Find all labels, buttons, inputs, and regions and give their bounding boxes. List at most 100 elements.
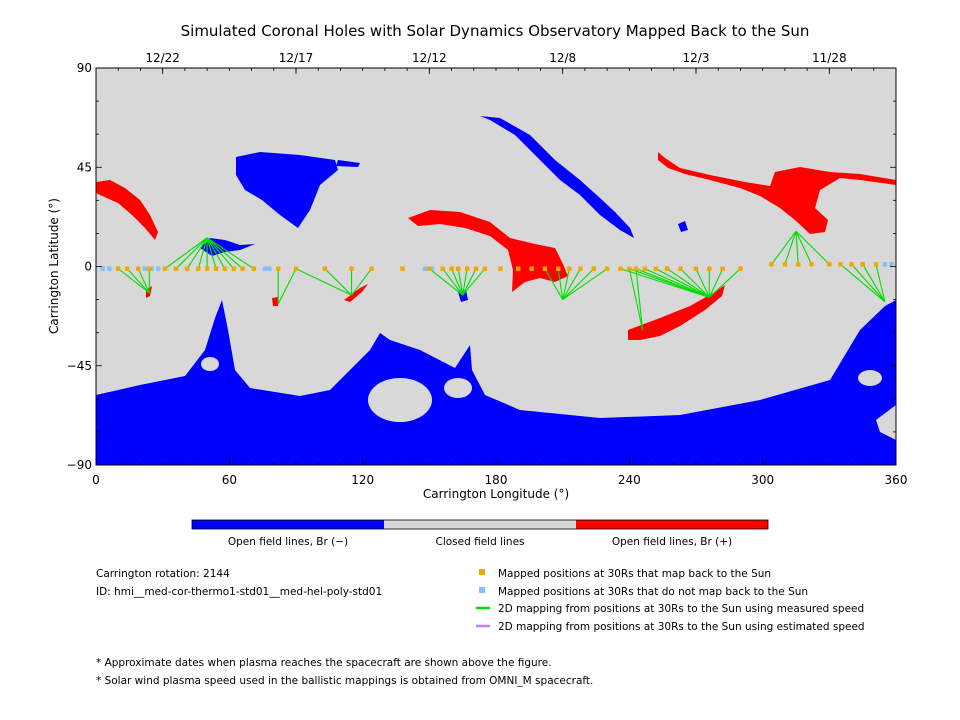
y-tick-label: 0 — [84, 260, 92, 274]
legend-unmapped-label: Mapped positions at 30Rs that do not map… — [498, 586, 808, 598]
model-id-text: ID: hmi__med-cor-thermo1-std01__med-hel-… — [96, 586, 382, 598]
mapping-line — [462, 268, 468, 296]
mapped-point — [473, 266, 479, 271]
legend-estimated-label: 2D mapping from positions at 30Rs to the… — [498, 621, 865, 633]
mapped-point — [578, 266, 583, 271]
mapping-line — [137, 268, 150, 294]
mapped-point — [498, 266, 503, 271]
mapping-line — [206, 237, 244, 270]
mapped-point — [231, 266, 236, 271]
mapping-line — [708, 268, 724, 298]
red-hole-0 — [96, 180, 158, 240]
mapped-point — [707, 266, 712, 271]
mapped-point — [124, 266, 130, 271]
y-tick-label: 90 — [77, 61, 92, 75]
mapped-point — [400, 266, 405, 271]
mapping-line — [462, 268, 486, 296]
mapping-line — [277, 268, 297, 305]
mapped-points-layer — [100, 262, 894, 271]
chart-title: Simulated Coronal Holes with Solar Dynam… — [181, 22, 810, 40]
mapped-point — [693, 266, 699, 271]
mapped-point — [440, 266, 445, 271]
mapping-line — [628, 268, 644, 331]
mapped-point — [173, 266, 179, 271]
north-coronal-hole-60 — [236, 152, 338, 228]
mapping-line — [695, 268, 710, 298]
mapping-line — [708, 268, 741, 298]
mapping-line — [117, 268, 150, 294]
mapping-line — [562, 268, 608, 301]
mapping-line — [462, 268, 477, 296]
unmapped-point — [107, 266, 112, 271]
mapped-point — [240, 266, 245, 271]
mapped-point — [738, 266, 743, 271]
y-tick-label: −45 — [67, 359, 92, 373]
mapping-line — [324, 268, 352, 296]
x-axis-ticks: 0 60 120 180 240 300 360 — [92, 459, 907, 487]
mapped-point — [664, 266, 670, 271]
colorbar-label-positive: Open field lines, Br (+) — [612, 536, 732, 548]
mapped-point — [627, 266, 632, 271]
red-spot-115 — [344, 284, 368, 302]
mapped-point — [516, 266, 521, 271]
x-tick-label: 180 — [485, 473, 508, 487]
mapping-line — [795, 231, 799, 265]
note-dates: * Approximate dates when plasma reaches … — [96, 657, 552, 669]
x-axis-label: Carrington Longitude (°) — [423, 487, 569, 501]
mapped-point — [618, 266, 623, 271]
mapped-point — [653, 266, 659, 271]
mapped-point — [427, 266, 432, 271]
mapping-line — [457, 268, 464, 296]
mapping-line — [295, 268, 352, 296]
x-tick-label: 300 — [751, 473, 774, 487]
mapping-line — [351, 268, 372, 296]
mapped-point — [633, 266, 639, 271]
top-date-label: 12/17 — [279, 51, 314, 65]
top-date-label: 12/3 — [683, 51, 710, 65]
colorbar-label-closed: Closed field lines — [435, 536, 524, 548]
mapping-line — [557, 268, 564, 300]
mapped-point — [860, 262, 865, 267]
mapped-point — [162, 266, 168, 271]
mapping-line — [795, 230, 813, 265]
x-tick-label: 360 — [885, 473, 908, 487]
mapping-line — [206, 237, 217, 269]
mapping-line — [206, 237, 235, 270]
mapped-point — [542, 266, 548, 271]
y-axis-ticks: 90 45 0 −45 −90 — [67, 61, 896, 472]
mapped-point — [449, 266, 454, 271]
mapped-point — [276, 266, 281, 271]
mapped-point — [678, 266, 683, 271]
colorbar-open-positive — [576, 520, 768, 529]
unmapped-point — [429, 266, 434, 271]
mapped-point — [369, 266, 374, 271]
mapped-point — [116, 266, 121, 271]
mapped-point — [796, 262, 801, 267]
red-hole-240 — [628, 285, 725, 340]
mapping-line — [666, 268, 710, 298]
mapping-line — [206, 237, 226, 269]
mapped-point — [482, 266, 488, 271]
mapped-point — [222, 266, 228, 271]
mapped-point — [873, 262, 879, 267]
legend-measured-label: 2D mapping from positions at 30Rs to the… — [498, 603, 864, 615]
south-polar-coronal-hole — [96, 300, 896, 465]
unmapped-point — [889, 262, 894, 267]
y-axis-label: Carrington Latitude (°) — [47, 198, 61, 334]
mapping-line — [451, 268, 464, 296]
mapping-line — [655, 268, 710, 298]
legend-mapped-swatch — [479, 569, 485, 575]
unmapped-point — [156, 266, 161, 271]
unmapped-point — [149, 266, 154, 271]
mapped-point — [809, 262, 814, 267]
y-tick-label: 45 — [77, 160, 92, 174]
unmapped-point — [142, 266, 148, 271]
mapping-line — [635, 268, 644, 331]
x-tick-label: 0 — [92, 473, 100, 487]
red-spot-82 — [272, 297, 278, 306]
mapping-line — [795, 230, 830, 265]
mapping-line — [197, 237, 208, 269]
top-date-label: 12/8 — [549, 51, 576, 65]
mapped-point — [556, 266, 561, 271]
